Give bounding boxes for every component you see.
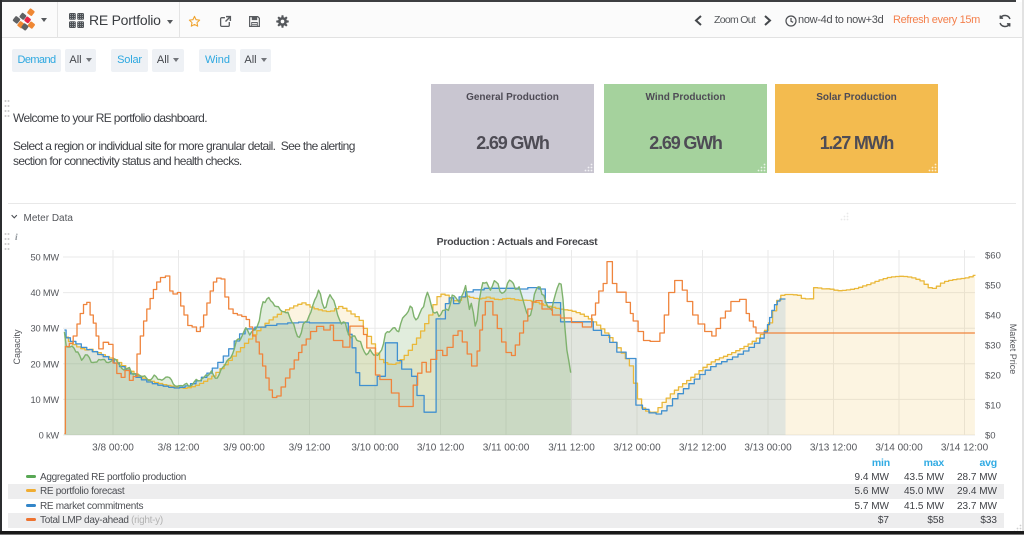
- svg-text:3/9 12:00: 3/9 12:00: [289, 443, 331, 454]
- svg-text:Capacity: Capacity: [12, 329, 22, 365]
- svg-text:3/12 12:00: 3/12 12:00: [679, 443, 727, 454]
- svg-text:3/10 12:00: 3/10 12:00: [417, 443, 465, 454]
- svg-text:3/9 00:00: 3/9 00:00: [223, 443, 265, 454]
- svg-text:$20: $20: [985, 371, 1001, 382]
- svg-text:0 kW: 0 kW: [39, 431, 60, 441]
- svg-text:$30: $30: [985, 341, 1001, 352]
- svg-text:$50: $50: [985, 281, 1001, 292]
- svg-text:$40: $40: [985, 311, 1001, 322]
- svg-text:30 MW: 30 MW: [31, 324, 60, 334]
- svg-text:3/8 00:00: 3/8 00:00: [92, 443, 134, 454]
- svg-text:3/11 00:00: 3/11 00:00: [483, 443, 530, 454]
- svg-text:$60: $60: [985, 251, 1001, 262]
- svg-text:50 MW: 50 MW: [31, 253, 60, 263]
- svg-text:3/11 12:00: 3/11 12:00: [548, 443, 595, 454]
- svg-text:3/12 00:00: 3/12 00:00: [613, 443, 661, 454]
- svg-text:$10: $10: [985, 401, 1001, 412]
- svg-text:3/14 00:00: 3/14 00:00: [875, 443, 923, 454]
- svg-text:3/10 00:00: 3/10 00:00: [351, 443, 399, 454]
- svg-text:40 MW: 40 MW: [31, 288, 60, 298]
- svg-text:3/8 12:00: 3/8 12:00: [158, 443, 200, 454]
- svg-text:$0: $0: [985, 431, 996, 442]
- svg-text:20 MW: 20 MW: [31, 359, 60, 369]
- svg-text:Market Price: Market Price: [1008, 324, 1018, 375]
- svg-text:10 MW: 10 MW: [31, 395, 60, 405]
- svg-text:3/13 00:00: 3/13 00:00: [744, 443, 792, 454]
- svg-text:3/14 12:00: 3/14 12:00: [941, 443, 989, 454]
- svg-text:3/13 12:00: 3/13 12:00: [810, 443, 858, 454]
